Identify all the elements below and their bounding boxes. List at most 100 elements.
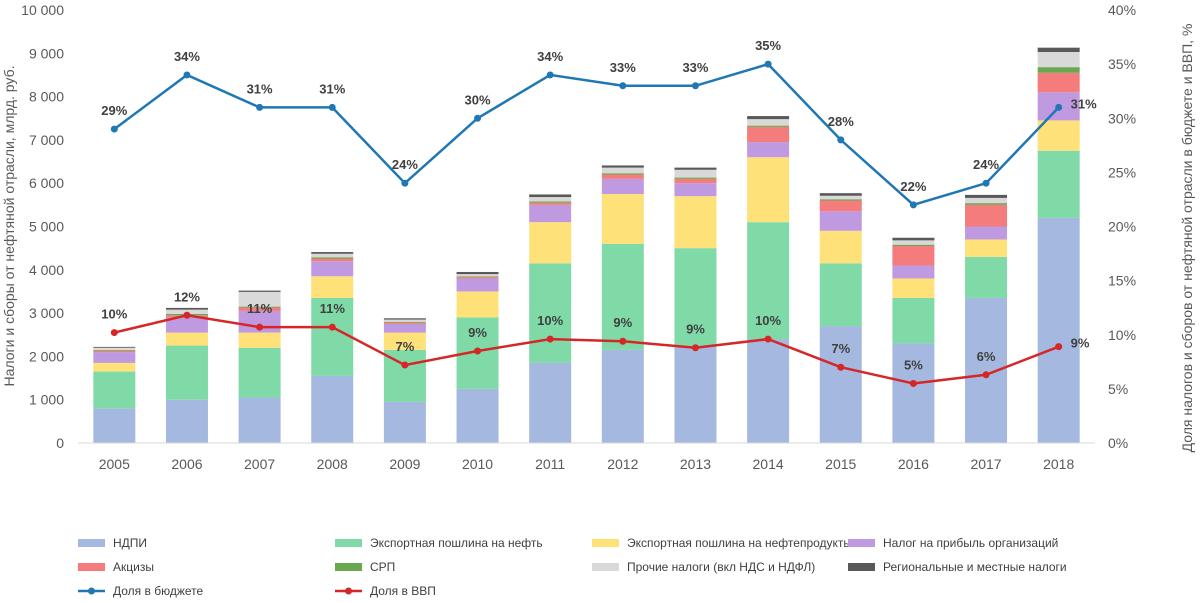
bar-segment-6 bbox=[93, 349, 136, 351]
bar-segment-1 bbox=[747, 339, 790, 443]
bar-segment-2 bbox=[93, 371, 136, 409]
y-tick-label: 2 000 bbox=[29, 348, 64, 364]
bar-segment-4 bbox=[311, 261, 354, 277]
y-tick-label: 0 bbox=[56, 435, 64, 451]
legend-label: Прочие налоги (вкл НДС и НДФЛ) bbox=[627, 560, 815, 574]
bar-segment-2 bbox=[892, 297, 935, 344]
legend-swatch bbox=[78, 563, 105, 571]
bar-segment-3 bbox=[601, 194, 644, 244]
bar-segment-5 bbox=[819, 200, 862, 212]
bar-segment-3 bbox=[93, 362, 136, 372]
bar-segment-7 bbox=[601, 167, 644, 174]
bar-segment-3 bbox=[747, 157, 790, 223]
y-tick-label: 9 000 bbox=[29, 45, 64, 61]
legend-label: НДПИ bbox=[113, 536, 147, 550]
line-marker bbox=[183, 311, 191, 319]
data-label: 24% bbox=[973, 157, 999, 172]
bar-segment-3 bbox=[529, 222, 572, 264]
legend-label: Региональные и местные налоги bbox=[883, 560, 1067, 574]
legend-label: Акцизы bbox=[113, 560, 154, 574]
bars-layer bbox=[93, 47, 1080, 443]
bar-segment-7 bbox=[311, 253, 354, 258]
bar-segment-2 bbox=[238, 347, 281, 398]
lines-layer bbox=[110, 60, 1063, 387]
bar-segment-3 bbox=[819, 230, 862, 264]
bar-segment-6 bbox=[674, 177, 717, 179]
data-label: 10% bbox=[101, 307, 127, 322]
legend-label: Экспортная пошлина на нефть bbox=[370, 536, 543, 550]
y-tick-label: 10 000 bbox=[21, 2, 64, 18]
data-label: 28% bbox=[828, 114, 854, 129]
y-tick-label: 7 000 bbox=[29, 132, 64, 148]
bar-segment-7 bbox=[674, 169, 717, 178]
line-marker bbox=[764, 60, 772, 68]
bar-segment-8 bbox=[965, 194, 1008, 198]
x-tick-label: 2006 bbox=[171, 456, 202, 472]
line-marker bbox=[183, 71, 191, 79]
bar-segment-2 bbox=[1037, 150, 1080, 218]
bar-segment-4 bbox=[529, 204, 572, 223]
bar-segment-8 bbox=[311, 252, 354, 254]
x-tick-label: 2008 bbox=[317, 456, 348, 472]
line-marker bbox=[909, 379, 917, 387]
data-label: 31% bbox=[1071, 96, 1097, 111]
line-marker bbox=[982, 371, 990, 379]
bar-segment-6 bbox=[601, 173, 644, 175]
bar-segment-5 bbox=[892, 245, 935, 266]
data-label: 30% bbox=[465, 92, 491, 107]
bar-segment-8 bbox=[456, 271, 499, 275]
bar-segment-6 bbox=[892, 244, 935, 246]
y2-tick-label: 35% bbox=[1108, 56, 1136, 72]
bar-segment-1 bbox=[601, 349, 644, 443]
y-tick-label: 3 000 bbox=[29, 305, 64, 321]
bar-segment-6 bbox=[456, 276, 499, 278]
data-label: 34% bbox=[537, 49, 563, 64]
legend-swatch bbox=[848, 539, 875, 547]
y2-tick-label: 10% bbox=[1108, 327, 1136, 343]
bar-segment-1 bbox=[383, 401, 426, 443]
line-marker bbox=[401, 179, 409, 187]
legend-line-marker bbox=[345, 587, 352, 595]
bar-segment-1 bbox=[238, 397, 281, 443]
bar-segment-3 bbox=[965, 239, 1008, 257]
line-marker bbox=[691, 82, 699, 90]
bar-segment-8 bbox=[238, 290, 281, 292]
bar-segment-5 bbox=[456, 277, 499, 279]
data-label: 5% bbox=[904, 357, 923, 372]
bar-segment-6 bbox=[529, 201, 572, 203]
bar-segment-2 bbox=[674, 248, 717, 346]
bar-segment-4 bbox=[747, 142, 790, 158]
data-label: 11% bbox=[320, 301, 346, 316]
line-marker bbox=[401, 361, 409, 369]
bar-segment-7 bbox=[383, 319, 426, 322]
data-label: 33% bbox=[610, 60, 636, 75]
y-tick-label: 4 000 bbox=[29, 262, 64, 278]
y-tick-label: 6 000 bbox=[29, 175, 64, 191]
bar-segment-1 bbox=[311, 375, 354, 443]
line-marker bbox=[110, 329, 118, 337]
bar-segment-2 bbox=[965, 256, 1008, 298]
line-marker bbox=[837, 363, 845, 371]
line-marker bbox=[619, 337, 627, 345]
legend-label: Налог на прибыль организаций bbox=[883, 536, 1058, 550]
x-tick-label: 2015 bbox=[825, 456, 856, 472]
data-label: 10% bbox=[755, 313, 781, 328]
line-marker bbox=[764, 335, 772, 343]
bar-segment-8 bbox=[601, 165, 644, 168]
data-label: 10% bbox=[537, 313, 563, 328]
bar-segment-8 bbox=[1037, 47, 1080, 53]
bar-segment-7 bbox=[747, 119, 790, 126]
bar-segment-3 bbox=[892, 278, 935, 298]
line-marker bbox=[1055, 343, 1063, 351]
data-label: 35% bbox=[755, 38, 781, 53]
line-marker bbox=[546, 71, 554, 79]
bar-segment-5 bbox=[93, 350, 136, 353]
line-marker bbox=[691, 344, 699, 352]
data-label: 31% bbox=[247, 81, 273, 96]
bar-segment-7 bbox=[892, 240, 935, 245]
y-tick-label: 8 000 bbox=[29, 89, 64, 105]
data-label: 9% bbox=[1071, 336, 1090, 351]
x-tick-label: 2017 bbox=[970, 456, 1001, 472]
x-tick-label: 2013 bbox=[680, 456, 711, 472]
axes-layer: 0 1 000 2 000 3 000 4 000 5 000 6 000 7 000 8 00… bbox=[21, 2, 1136, 472]
